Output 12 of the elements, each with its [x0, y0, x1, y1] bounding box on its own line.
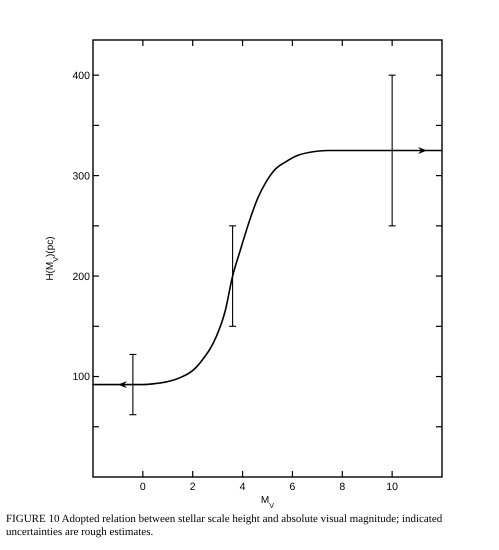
x-tick-label: 8 — [339, 481, 346, 493]
x-tick-label: 10 — [386, 481, 398, 493]
x-tick-label: 0 — [140, 481, 146, 493]
y-tick-label: 100 — [72, 371, 90, 384]
x-tick-label: 4 — [240, 481, 246, 493]
x-tick-label: 6 — [290, 481, 296, 493]
y-tick-label: 300 — [72, 170, 90, 182]
x-tick-label: 2 — [190, 481, 196, 493]
y-tick-label: 200 — [72, 270, 90, 283]
caption: FIGURE 10 Adopted relation between stellar scale height and absolute visual magnitude; indicated uncertainties are rough estimates. — [6, 513, 443, 538]
y-tick-label: 400 — [72, 70, 90, 82]
x-axis-title: M$_{V}$ — [260, 495, 274, 510]
